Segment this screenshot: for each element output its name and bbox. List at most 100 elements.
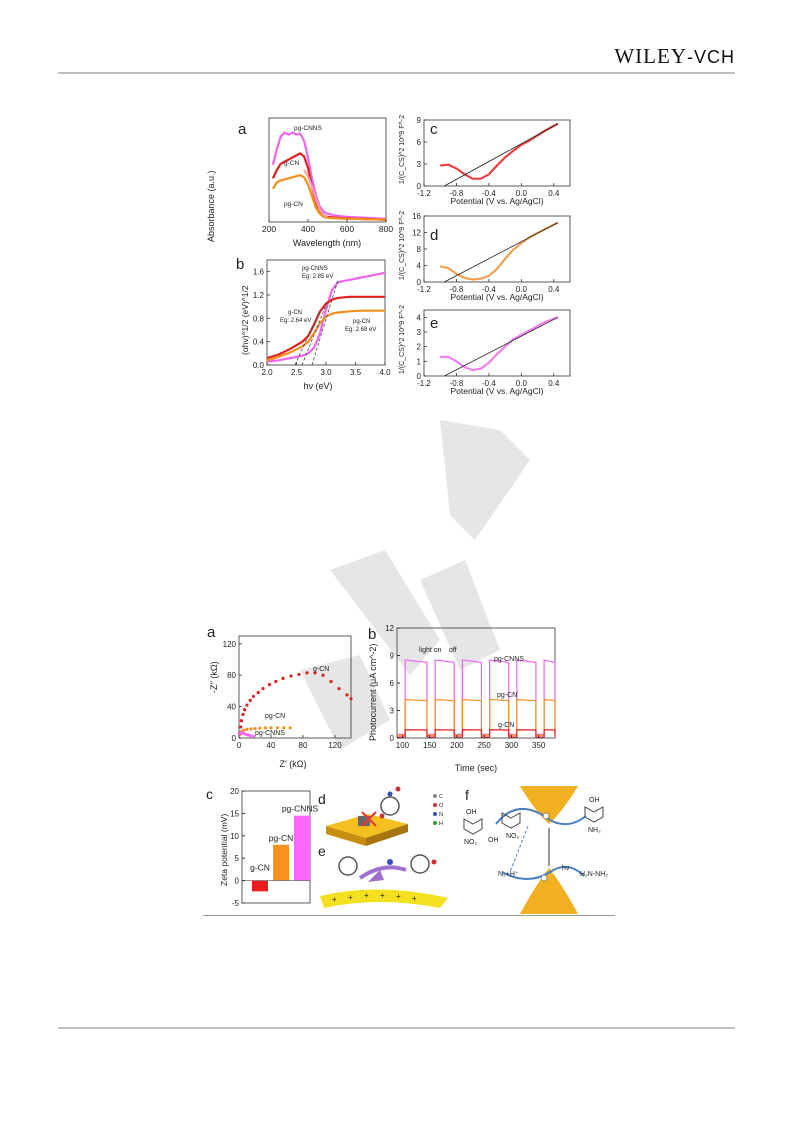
bar <box>273 844 289 881</box>
data-point <box>245 703 249 707</box>
plot-frame <box>423 119 571 187</box>
data-point <box>297 672 301 677</box>
x-tick-label: 3.5 <box>350 368 362 377</box>
x-tick-label: 300 <box>505 741 519 750</box>
panel-letter: b <box>368 626 376 643</box>
legend-swatch-h <box>433 821 437 825</box>
x-tick-label: 4.0 <box>379 368 391 377</box>
y-tick-label: 15 <box>230 809 239 818</box>
series-label-pg-cn: pg-CN <box>265 713 285 720</box>
header-rule <box>58 72 735 74</box>
y-tick-label: 16 <box>412 212 421 221</box>
x-axis-label: Wavelength (nm) <box>293 238 361 248</box>
y-tick-label: 12 <box>412 229 421 238</box>
series-line <box>303 169 329 218</box>
data-point <box>329 679 333 684</box>
legend-label: C <box>439 794 443 800</box>
fig2-panel-f: f hν OH NO₂ OH NO₂ OH NH₂ N₂+H⁺ H₂N-NH₂ <box>463 786 608 914</box>
data-point <box>248 698 252 702</box>
fig1-panel-b: b (αhν)^1/2 (eV)^1/2 2.0 2.5 3.0 3.5 4.0 0.0 0… <box>236 256 391 391</box>
publisher-logo: WILEY-VCH <box>614 44 735 68</box>
legend-swatch-o <box>433 803 437 807</box>
charged-surface-illustration: + + + + + + <box>320 854 448 908</box>
data-point <box>239 725 243 729</box>
x-tick-label: 100 <box>396 741 410 750</box>
bar-label: g-CN <box>250 863 270 873</box>
data-point <box>281 676 285 680</box>
panel-letter: c <box>206 786 213 802</box>
plot-frame <box>238 635 352 739</box>
data-point <box>243 708 247 712</box>
x-tick-label: -1.2 <box>417 285 431 294</box>
x-tick-label: 3.0 <box>320 368 332 377</box>
data-point <box>239 719 243 723</box>
annotation: Eg: 2.85 eV <box>302 274 333 280</box>
series-line <box>397 659 556 735</box>
svg-text:NH₂: NH₂ <box>588 827 601 834</box>
series-line <box>266 295 385 360</box>
y-tick-label: 0.0 <box>253 361 265 370</box>
series-label-pg-cnns: pg-CNNS <box>294 125 322 132</box>
y-tick-label: 120 <box>223 640 237 649</box>
catalyst-block-illustration <box>326 786 408 846</box>
electron-path-arrow <box>495 807 587 826</box>
panel-letter: e <box>430 315 438 332</box>
svg-text:NO₂: NO₂ <box>464 839 478 846</box>
y-tick-label: 0 <box>235 877 240 886</box>
x-tick-label: 40 <box>267 741 276 750</box>
y-tick-label: 9 <box>417 116 422 125</box>
bar <box>252 880 268 892</box>
series-label-g-cn: g-CN <box>284 160 299 167</box>
data-point <box>345 693 349 697</box>
n2-h-label: N₂+H⁺ <box>498 871 519 878</box>
series-label-pg-cnns: pg-CNNS <box>255 730 285 737</box>
dashed-arrow <box>509 825 529 873</box>
x-axis-label: Time (sec) <box>455 763 497 773</box>
y-tick-label: 0 <box>417 372 422 381</box>
y-tick-label: 3 <box>390 707 395 716</box>
y-tick-label: 8 <box>417 245 422 254</box>
data-point <box>274 679 278 684</box>
fig1-panel-a: a Absorbance (a.u.) 200 400 600 800 pg-CNNS… <box>206 117 393 248</box>
svg-text:+: + <box>348 893 353 902</box>
x-tick-label: 150 <box>423 741 437 750</box>
series-line <box>266 309 385 362</box>
x-axis-label: Z' (kΩ) <box>280 759 307 769</box>
y-tick-label: 5 <box>235 854 240 863</box>
data-point <box>263 726 267 730</box>
annotation-light-on: light on <box>419 647 442 654</box>
band-diagram <box>495 786 587 914</box>
panel-letter: e <box>318 843 326 859</box>
x-tick-label: 0.0 <box>516 379 528 388</box>
series-line <box>444 123 558 187</box>
x-tick-label: -0.8 <box>450 189 464 198</box>
series-line <box>271 174 387 221</box>
x-tick-label: 600 <box>340 224 354 234</box>
data-point <box>249 727 253 731</box>
y-tick-label: 0.4 <box>253 338 265 347</box>
fig2-panel-c: c Zeta potential (mV) g-CN pg-CN pg-CNNS -5… <box>206 786 319 908</box>
data-point <box>256 690 260 695</box>
plot-frame <box>423 215 571 283</box>
series-line <box>439 221 559 281</box>
legend-label: H <box>439 821 443 827</box>
phenolate-molecule: OH NO₂ <box>488 812 521 844</box>
panel-letter: a <box>238 121 247 138</box>
annotation-off: off <box>449 647 457 654</box>
data-point <box>242 728 246 732</box>
x-tick-label: -1.2 <box>417 379 431 388</box>
footer-rule <box>58 1027 735 1029</box>
y-tick-label: 20 <box>230 787 239 796</box>
aminophenol-molecule: OH NH₂ <box>584 797 604 834</box>
hole-path-arrow <box>501 865 585 880</box>
series-line <box>397 729 556 738</box>
x-tick-label: 2.5 <box>291 368 303 377</box>
y-tick-label: 3 <box>417 328 422 337</box>
annotation: pg-CN <box>353 319 370 325</box>
series-label-g-cn: g-CN <box>313 666 329 673</box>
series-label-pg-cn: pg-CN <box>497 692 517 699</box>
data-point <box>313 671 317 675</box>
x-tick-label: 250 <box>477 741 491 750</box>
nitrophenol-molecule: OH NO₂ <box>463 809 483 846</box>
figure-bottom-rule <box>203 915 615 916</box>
